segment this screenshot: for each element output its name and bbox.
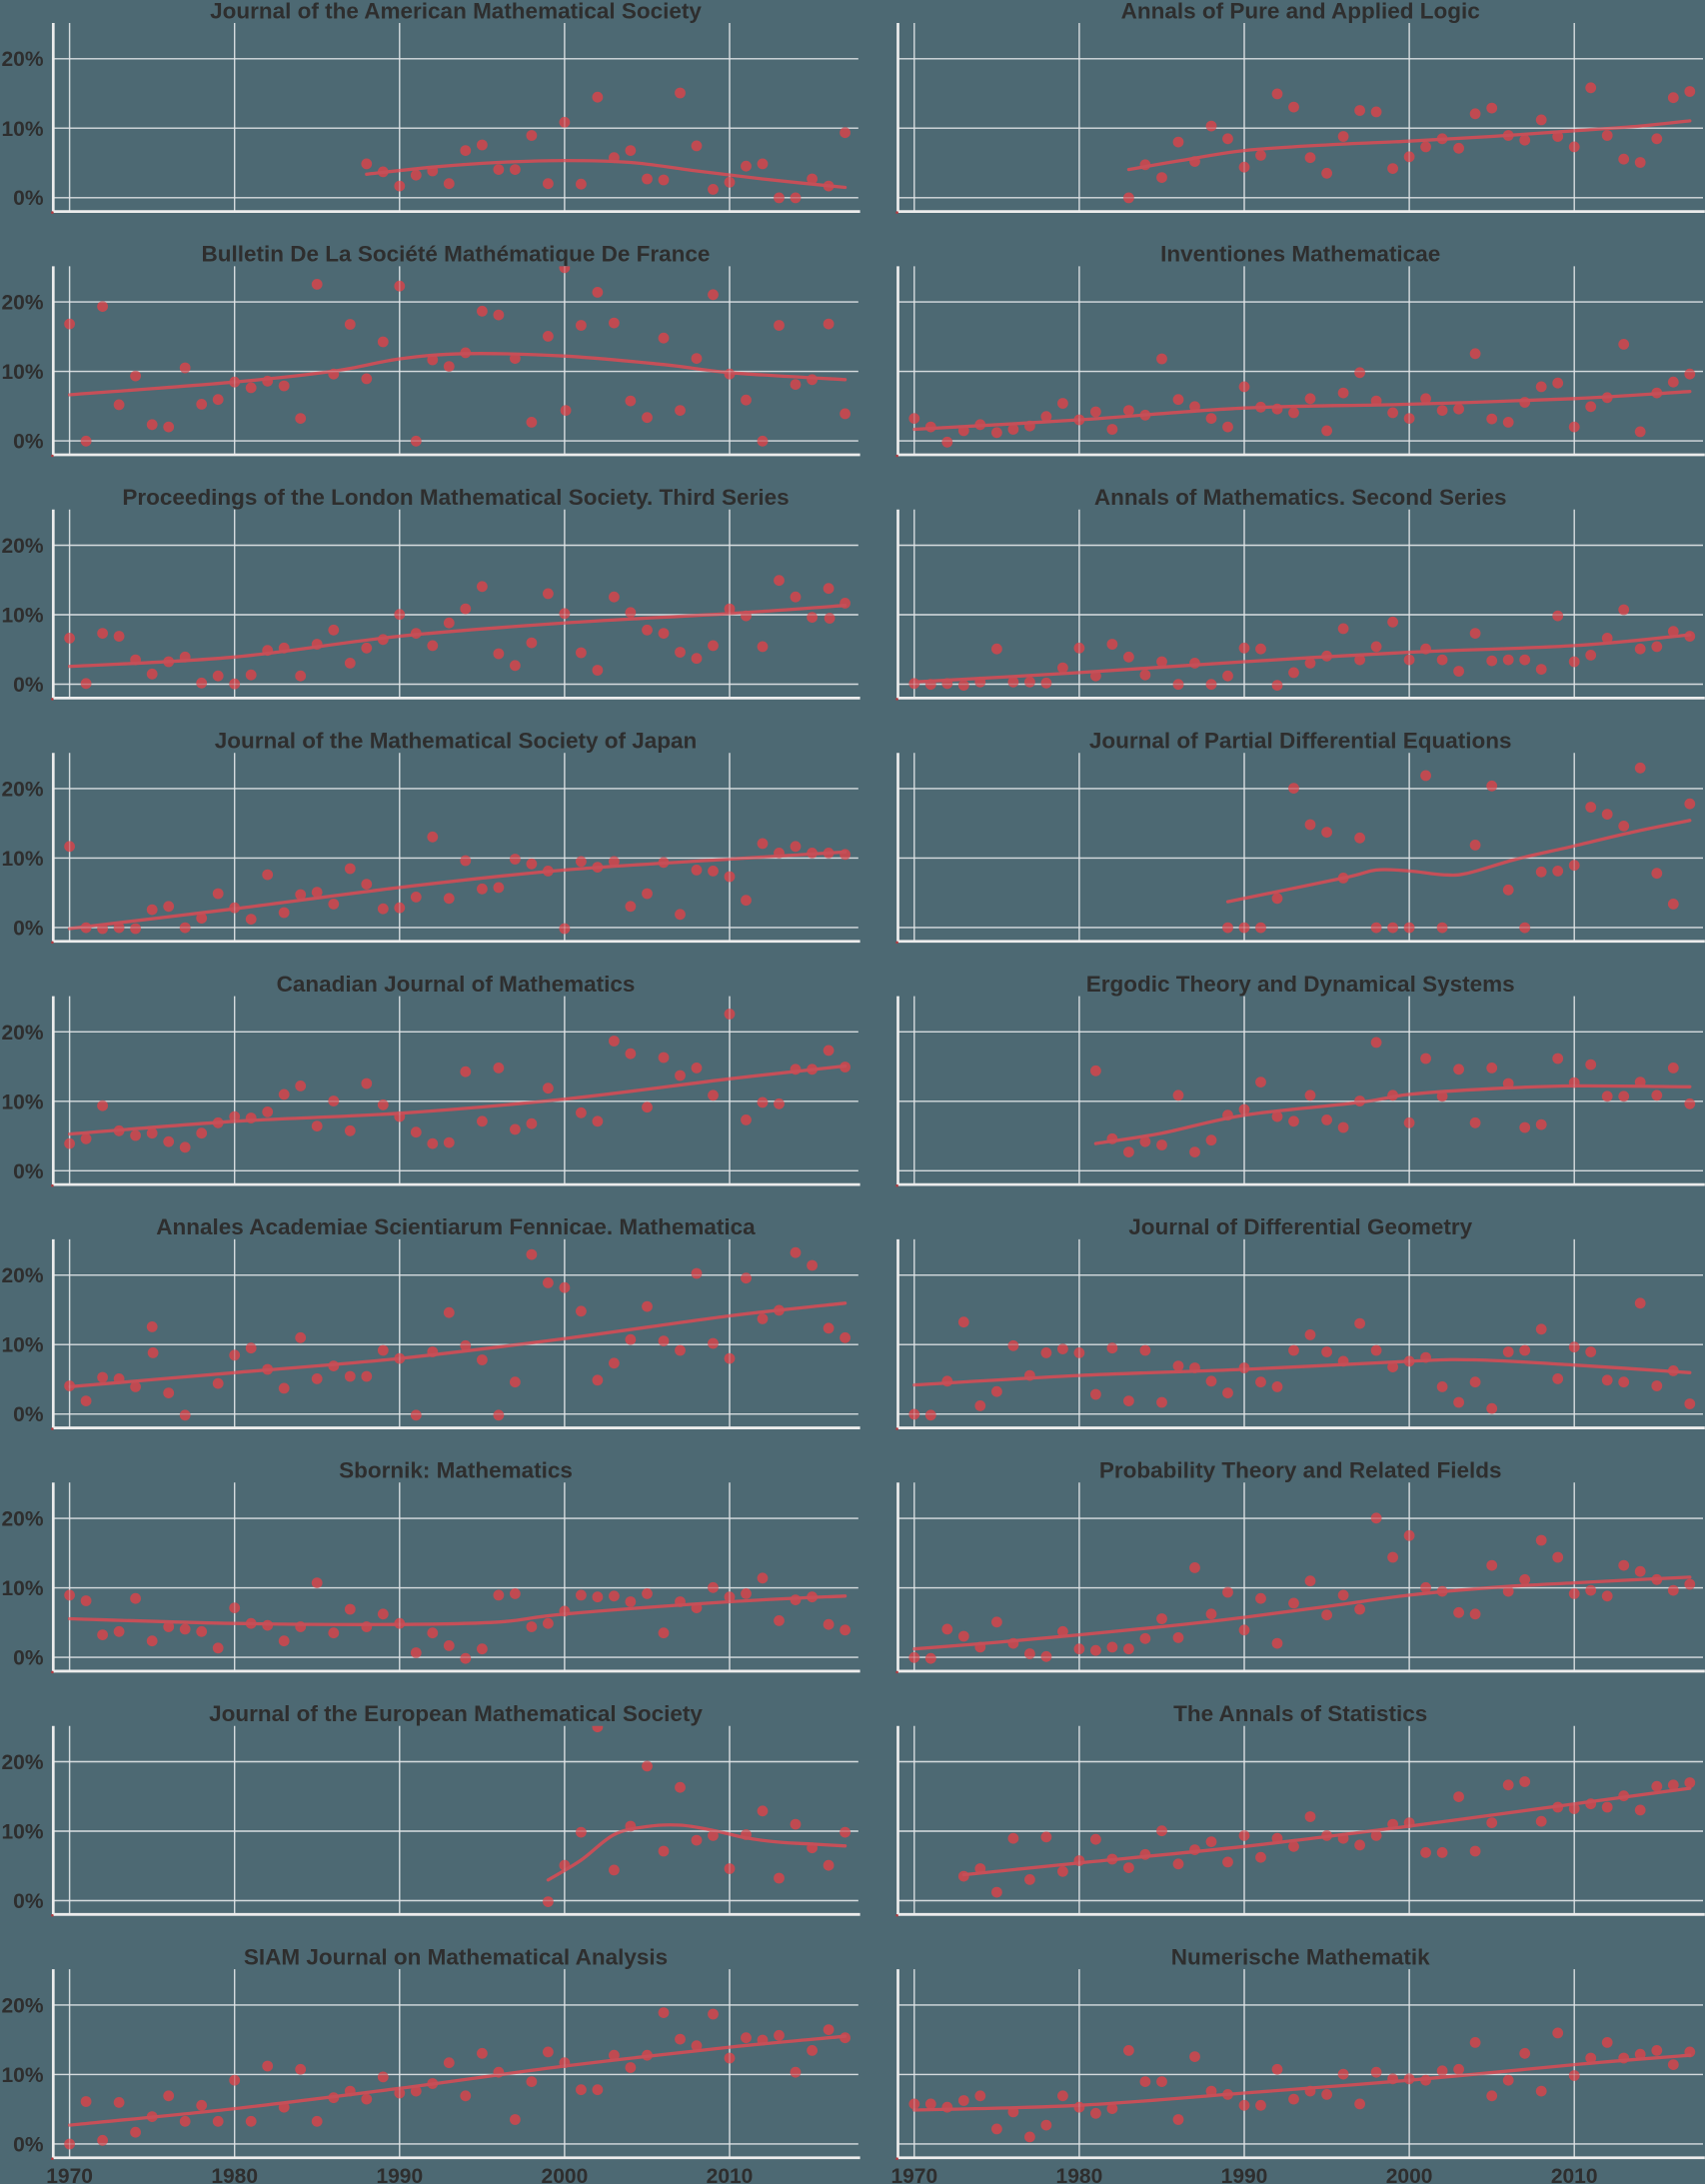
- svg-text:Inventiones Mathematicae: Inventiones Mathematicae: [1160, 242, 1440, 267]
- svg-text:10%: 10%: [1, 1821, 43, 1844]
- svg-text:Annals of Mathematics. Second: Annals of Mathematics. Second Series: [1094, 485, 1507, 510]
- svg-text:Journal of the Mathematical So: Journal of the Mathematical Society of J…: [215, 729, 698, 754]
- svg-text:0%: 0%: [13, 917, 44, 940]
- svg-text:20%: 20%: [1, 1022, 43, 1045]
- svg-text:Numerische Mathematik: Numerische Mathematik: [1171, 1944, 1430, 1969]
- svg-text:Journal of the European Mathem: Journal of the European Mathematical Soc…: [209, 1701, 703, 1726]
- svg-text:Journal of Partial Differentia: Journal of Partial Differential Equation…: [1089, 729, 1512, 754]
- svg-text:0%: 0%: [13, 1647, 44, 1670]
- svg-text:Annals of Pure and Applied Log: Annals of Pure and Applied Logic: [1121, 0, 1480, 23]
- svg-text:Proceedings of the London Math: Proceedings of the London Mathematical S…: [122, 485, 789, 510]
- svg-text:Annales Academiae Scientiarum: Annales Academiae Scientiarum Fennicae. …: [156, 1214, 756, 1239]
- svg-text:10%: 10%: [1, 1577, 43, 1600]
- svg-text:10%: 10%: [1, 848, 43, 871]
- svg-text:2000: 2000: [1386, 2165, 1433, 2184]
- svg-text:0%: 0%: [13, 2133, 44, 2156]
- svg-text:Journal of Differential Geomet: Journal of Differential Geometry: [1128, 1214, 1472, 1239]
- svg-text:SIAM Journal on Mathematical A: SIAM Journal on Mathematical Analysis: [244, 1944, 668, 1969]
- svg-text:20%: 20%: [1, 1508, 43, 1531]
- svg-text:10%: 10%: [1, 2064, 43, 2087]
- svg-text:20%: 20%: [1, 778, 43, 801]
- svg-text:20%: 20%: [1, 1994, 43, 2017]
- svg-text:10%: 10%: [1, 605, 43, 628]
- svg-text:1970: 1970: [46, 2165, 93, 2184]
- svg-text:1990: 1990: [376, 2165, 423, 2184]
- svg-text:0%: 0%: [13, 187, 44, 210]
- svg-text:Probability Theory and Related: Probability Theory and Related Fields: [1099, 1458, 1502, 1483]
- svg-text:1990: 1990: [1221, 2165, 1268, 2184]
- svg-text:10%: 10%: [1, 118, 43, 141]
- svg-text:Ergodic Theory and Dynamical S: Ergodic Theory and Dynamical Systems: [1086, 972, 1515, 997]
- svg-text:2000: 2000: [542, 2165, 589, 2184]
- svg-text:Canadian Journal of Mathematic: Canadian Journal of Mathematics: [277, 972, 636, 997]
- svg-text:Sbornik: Mathematics: Sbornik: Mathematics: [339, 1458, 573, 1483]
- svg-text:0%: 0%: [13, 431, 44, 454]
- svg-text:2010: 2010: [1551, 2165, 1598, 2184]
- svg-text:1980: 1980: [1056, 2165, 1103, 2184]
- svg-text:20%: 20%: [1, 535, 43, 558]
- svg-text:Journal of the American Mathem: Journal of the American Mathematical Soc…: [210, 0, 702, 23]
- svg-text:10%: 10%: [1, 1334, 43, 1357]
- svg-text:20%: 20%: [1, 292, 43, 315]
- svg-text:20%: 20%: [1, 1264, 43, 1287]
- svg-text:10%: 10%: [1, 1091, 43, 1113]
- svg-text:Bulletin De La Société Mathéma: Bulletin De La Société Mathématique De F…: [202, 242, 711, 267]
- svg-text:0%: 0%: [13, 674, 44, 697]
- svg-text:1970: 1970: [890, 2165, 937, 2184]
- svg-text:1980: 1980: [211, 2165, 258, 2184]
- svg-text:0%: 0%: [13, 1160, 44, 1183]
- svg-text:2010: 2010: [707, 2165, 754, 2184]
- svg-text:20%: 20%: [1, 1751, 43, 1774]
- svg-text:20%: 20%: [1, 48, 43, 71]
- svg-text:10%: 10%: [1, 361, 43, 384]
- svg-text:The Annals of Statistics: The Annals of Statistics: [1173, 1701, 1427, 1726]
- svg-text:0%: 0%: [13, 1890, 44, 1913]
- svg-text:0%: 0%: [13, 1403, 44, 1426]
